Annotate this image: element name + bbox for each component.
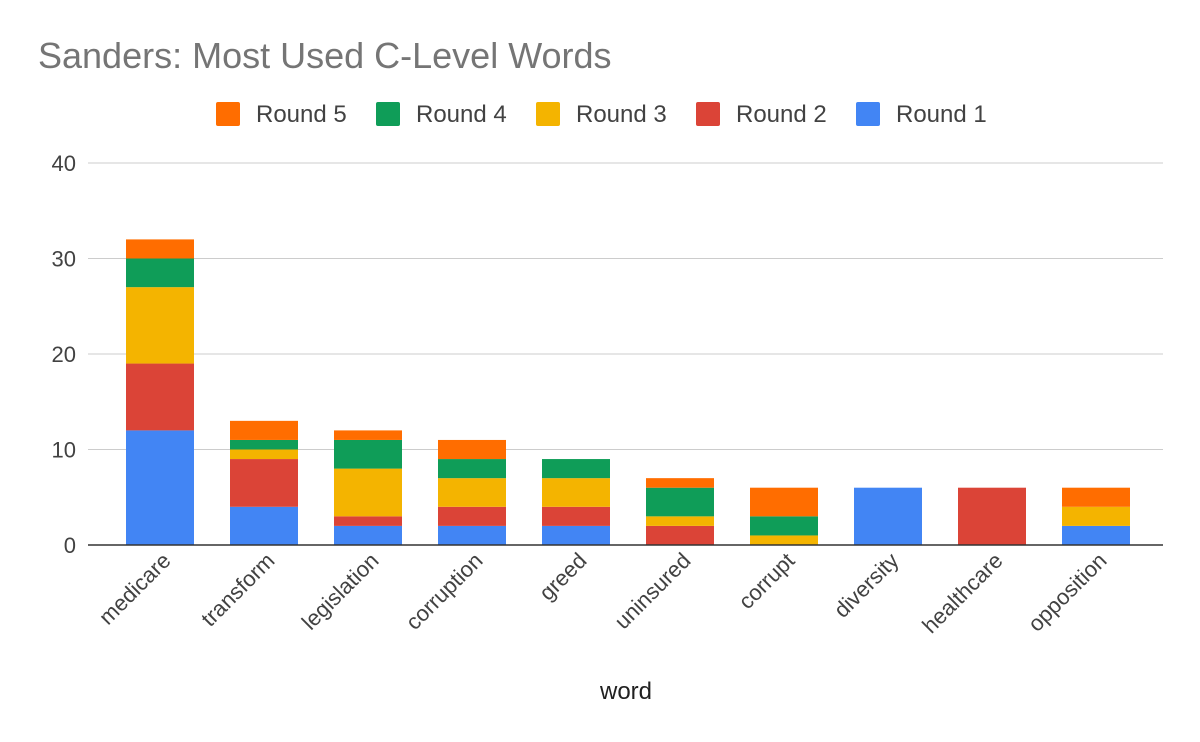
bar-segment bbox=[438, 478, 506, 507]
bar-segment bbox=[542, 525, 610, 545]
x-category-label: diversity bbox=[829, 548, 904, 623]
bar-segment bbox=[542, 478, 610, 507]
legend-swatch bbox=[696, 102, 720, 126]
legend-swatch bbox=[376, 102, 400, 126]
bar-segment bbox=[230, 439, 298, 450]
bar-segment bbox=[1062, 525, 1130, 545]
legend-swatch bbox=[216, 102, 240, 126]
bar-segment bbox=[126, 239, 194, 259]
legend-item: Round 4 bbox=[376, 101, 507, 128]
x-category-label: corruption bbox=[401, 548, 488, 635]
bar-segment bbox=[438, 506, 506, 526]
x-category-label: uninsured bbox=[610, 548, 696, 634]
bar-segment bbox=[750, 516, 818, 536]
bar-segment bbox=[334, 525, 402, 545]
bar-segment bbox=[438, 439, 506, 460]
bar-segment bbox=[1062, 487, 1130, 507]
legend-item: Round 1 bbox=[856, 101, 987, 128]
x-category-label: greed bbox=[534, 548, 591, 605]
bar-segment bbox=[646, 478, 714, 488]
bar-segment bbox=[646, 525, 714, 545]
legend-item: Round 2 bbox=[696, 101, 827, 128]
legend-item: Round 3 bbox=[536, 101, 667, 128]
bar-segment bbox=[334, 430, 402, 440]
x-category-label: medicare bbox=[94, 548, 176, 630]
gridlines bbox=[88, 162, 1163, 450]
bar-segment bbox=[230, 459, 298, 507]
bar-segment bbox=[230, 506, 298, 545]
x-category-label: healthcare bbox=[917, 548, 1007, 638]
legend-label: Round 2 bbox=[736, 101, 827, 128]
legend-label: Round 1 bbox=[896, 101, 987, 128]
legend: Round 5 Round 4 Round 3 Round 2 Round 1 bbox=[216, 101, 987, 128]
legend-label: Round 3 bbox=[576, 101, 667, 128]
y-tick-label: 40 bbox=[52, 151, 76, 176]
y-tick-label: 10 bbox=[52, 438, 76, 463]
legend-label: Round 4 bbox=[416, 101, 507, 128]
x-category-label: opposition bbox=[1023, 548, 1112, 637]
bar-segment bbox=[854, 487, 922, 545]
x-category-label: corrupt bbox=[733, 548, 799, 614]
bar-segment bbox=[542, 506, 610, 526]
bar-segment bbox=[646, 516, 714, 526]
legend-label: Round 5 bbox=[256, 101, 347, 128]
legend-item: Round 5 bbox=[216, 101, 347, 128]
y-axis-ticks: 0 10 20 30 40 bbox=[52, 151, 76, 558]
bar-segment bbox=[334, 516, 402, 526]
bar-segment bbox=[438, 525, 506, 545]
bar-segment bbox=[334, 439, 402, 469]
bar-segment bbox=[334, 468, 402, 517]
bar-segment bbox=[958, 487, 1026, 545]
bar-segment bbox=[126, 363, 194, 431]
bar-segment bbox=[438, 459, 506, 479]
y-tick-label: 30 bbox=[52, 247, 76, 272]
x-axis-category-labels: medicare transform legislation corruption gr… bbox=[94, 548, 1112, 638]
bar-segment bbox=[646, 487, 714, 517]
bar-segment bbox=[126, 287, 194, 364]
bar-segment bbox=[230, 420, 298, 440]
bar-segment bbox=[750, 535, 818, 545]
x-axis-title: word bbox=[599, 678, 652, 705]
chart-title: Sanders: Most Used C-Level Words bbox=[38, 35, 612, 76]
legend-swatch bbox=[536, 102, 560, 126]
bar-segment bbox=[126, 430, 194, 545]
legend-swatch bbox=[856, 102, 880, 126]
y-tick-label: 0 bbox=[64, 533, 76, 558]
x-category-label: transform bbox=[196, 548, 279, 631]
bar-segment bbox=[126, 258, 194, 288]
bar-segment bbox=[750, 487, 818, 517]
y-tick-label: 20 bbox=[52, 342, 76, 367]
x-category-label: legislation bbox=[297, 548, 384, 635]
bar-segment bbox=[1062, 506, 1130, 526]
bars bbox=[126, 239, 1130, 545]
bar-segment bbox=[230, 449, 298, 460]
bar-segment bbox=[542, 459, 610, 479]
